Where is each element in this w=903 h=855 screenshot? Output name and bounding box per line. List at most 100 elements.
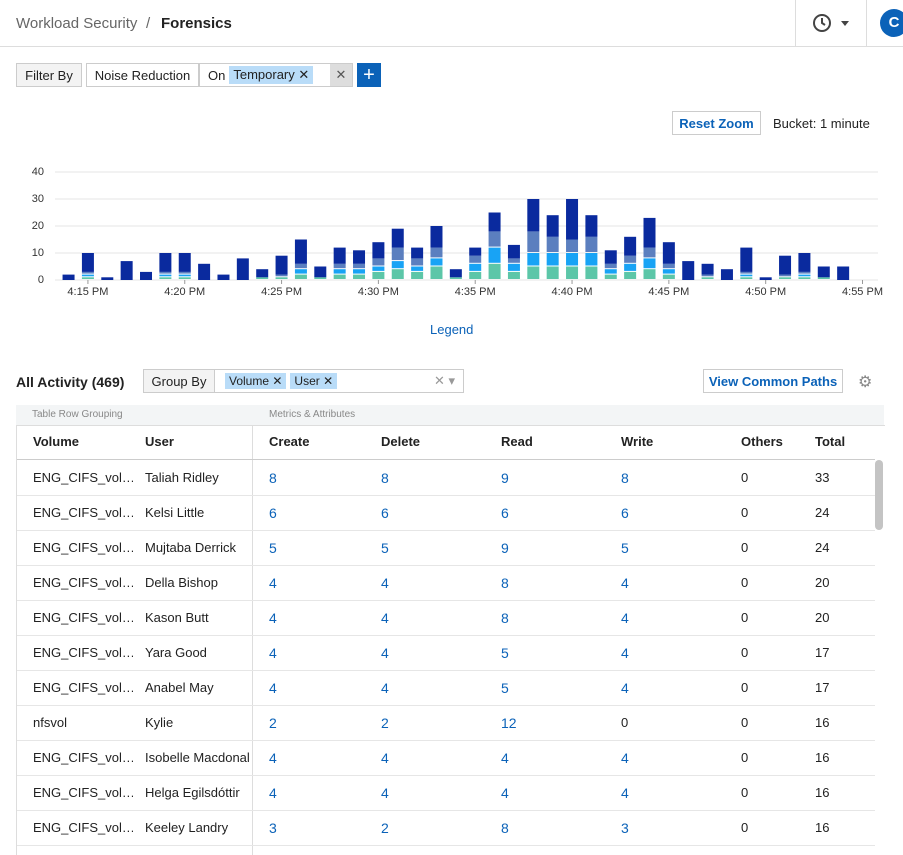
filter-operator: On	[208, 67, 226, 83]
bar-segment	[236, 258, 249, 280]
metric-link[interactable]: 4	[381, 680, 389, 696]
filter-name[interactable]: Noise Reduction	[86, 63, 199, 87]
bar-segment	[81, 271, 94, 274]
metric-link[interactable]: 3	[621, 820, 629, 836]
metric-link[interactable]: 6	[381, 505, 389, 521]
legend-toggle[interactable]: Legend	[430, 322, 474, 337]
filter-chip[interactable]: Temporary ✕	[229, 66, 314, 84]
table-cell: ENG_CIFS_vol…	[33, 645, 133, 660]
table-cell: Kelsi Little	[145, 505, 205, 520]
metric-link[interactable]: 4	[621, 680, 629, 696]
bar-segment	[566, 239, 579, 252]
scrollbar[interactable]	[875, 460, 883, 530]
bar-segment	[469, 271, 482, 279]
bar-segment	[449, 269, 462, 278]
metric-link[interactable]: 5	[381, 540, 389, 556]
metric-link[interactable]: 8	[381, 470, 389, 486]
metric-link[interactable]: 4	[381, 750, 389, 766]
metric-link[interactable]: 4	[621, 645, 629, 661]
metric-link[interactable]: 8	[501, 820, 509, 836]
table-cell: nfsvol	[33, 715, 67, 730]
metric-link[interactable]: 5	[621, 540, 629, 556]
bar-segment	[701, 263, 714, 275]
x-tick-label: 4:30 PM	[358, 286, 399, 298]
avatar[interactable]: C	[880, 9, 903, 37]
metric-link[interactable]: 4	[269, 750, 277, 766]
metric-link[interactable]: 4	[621, 785, 629, 801]
bar-segment	[430, 258, 443, 266]
metric-link[interactable]: 4	[269, 680, 277, 696]
metric-link[interactable]: 5	[501, 645, 509, 661]
bar-segment	[314, 277, 327, 279]
bar-segment	[430, 266, 443, 279]
metric-link[interactable]: 4	[269, 785, 277, 801]
metric-link[interactable]: 8	[501, 610, 509, 626]
bar-segment	[643, 247, 656, 258]
bar-segment	[740, 274, 753, 277]
bucket: Bucket: 1 minute	[773, 116, 870, 131]
bar-segment	[507, 271, 520, 279]
bar-segment	[81, 253, 94, 272]
metric-link[interactable]: 12	[501, 715, 517, 731]
metric-link[interactable]: 2	[269, 715, 277, 731]
y-tick-label: 10	[32, 247, 44, 259]
bar-segment	[682, 261, 695, 280]
metric-link[interactable]: 4	[381, 645, 389, 661]
row-rule	[17, 495, 875, 496]
group-header: Table Row Grouping	[32, 409, 123, 420]
metric-link[interactable]: 2	[381, 715, 389, 731]
metric-link[interactable]: 4	[501, 785, 509, 801]
table-cell: 0	[741, 575, 749, 590]
metric-link[interactable]: 6	[501, 505, 509, 521]
row-rule	[17, 530, 875, 531]
bar-segment	[507, 263, 520, 271]
metric-link[interactable]: 4	[269, 575, 277, 591]
group-header-bar	[16, 405, 884, 425]
metric-link[interactable]: 8	[501, 575, 509, 591]
metric-link[interactable]: 8	[621, 470, 629, 486]
bar-segment	[198, 263, 211, 280]
metric-link[interactable]: 4	[501, 750, 509, 766]
metric-link[interactable]: 9	[501, 470, 509, 486]
table-cell: 16	[815, 820, 830, 835]
metric-link[interactable]: 4	[269, 645, 277, 661]
bar-segment	[469, 247, 482, 256]
metric-link[interactable]: 4	[381, 610, 389, 626]
group-by-box[interactable]: Volume ✕ User ✕ ✕ ▾	[214, 369, 464, 393]
metric-link[interactable]: 5	[501, 680, 509, 696]
metric-link[interactable]: 4	[269, 610, 277, 626]
metric-link[interactable]: 4	[381, 785, 389, 801]
metric-link[interactable]: 8	[269, 470, 277, 486]
table-cell: ENG_CIFS_vol…	[33, 785, 133, 800]
metric-link[interactable]: 4	[621, 610, 629, 626]
breadcrumb[interactable]: Workload Security	[16, 15, 138, 32]
reset-zoom[interactable]: Reset Zoom	[672, 111, 761, 135]
group-chip[interactable]: Volume ✕	[225, 373, 287, 389]
add-filter[interactable]: +	[357, 63, 381, 87]
row-rule	[17, 565, 875, 566]
metric-link[interactable]: 6	[269, 505, 277, 521]
bar-segment	[604, 274, 617, 279]
bar-segment	[798, 271, 811, 274]
bar-segment	[585, 266, 598, 279]
bar-segment	[353, 250, 366, 264]
metric-link[interactable]: 5	[269, 540, 277, 556]
metric-link[interactable]: 4	[621, 750, 629, 766]
table-cell: ENG_CIFS_vol…	[33, 750, 133, 765]
metric-link[interactable]: 4	[381, 575, 389, 591]
settings[interactable]: ⚙	[858, 374, 873, 391]
time-picker[interactable]	[795, 0, 867, 46]
metric-link[interactable]: 6	[621, 505, 629, 521]
metric-link[interactable]: 2	[381, 820, 389, 836]
row-rule	[17, 845, 875, 846]
common-paths[interactable]: View Common Paths	[703, 369, 843, 393]
metric-link[interactable]: 4	[621, 575, 629, 591]
table-cell: 0	[741, 715, 749, 730]
bar-segment	[488, 231, 501, 247]
bar-segment	[662, 269, 675, 274]
bar-segment	[507, 244, 520, 259]
metric-link[interactable]: 3	[269, 820, 277, 836]
row-rule	[17, 705, 875, 706]
group-chip[interactable]: User ✕	[290, 373, 338, 389]
metric-link[interactable]: 9	[501, 540, 509, 556]
